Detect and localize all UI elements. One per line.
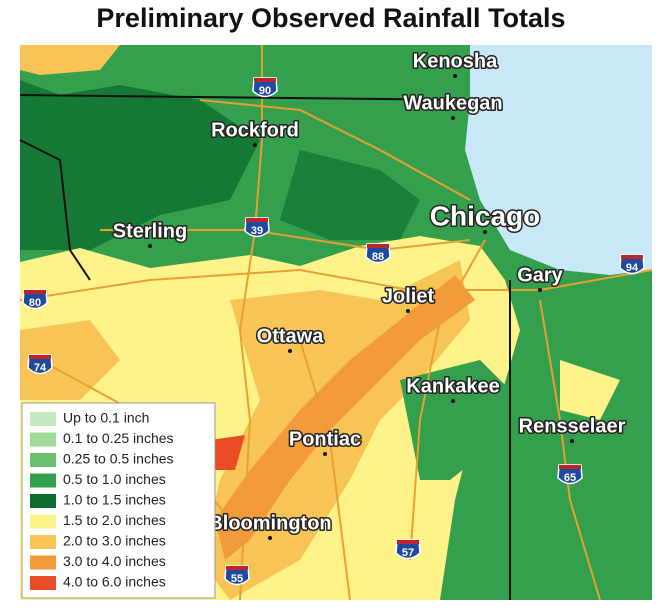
shield-number: 80 <box>29 297 41 309</box>
legend-label: 0.25 to 0.5 inches <box>63 451 174 467</box>
shield-top <box>254 78 276 82</box>
city-label: Kenosha <box>413 50 498 72</box>
city-label: Gary <box>517 264 563 286</box>
shield-top <box>367 244 389 248</box>
shield-number: 39 <box>251 225 263 237</box>
shield-top <box>397 540 419 544</box>
legend-label: 1.0 to 1.5 inches <box>63 492 166 508</box>
city-dot <box>288 349 292 353</box>
legend-swatch <box>30 514 56 529</box>
legend: Up to 0.1 inch 0.1 to 0.25 inches 0.25 to … <box>21 402 216 599</box>
city-dot <box>148 244 152 248</box>
city-dot <box>323 452 327 456</box>
city-dot <box>538 288 542 292</box>
city-dot <box>570 439 574 443</box>
shield-top <box>24 290 46 294</box>
shield-top <box>621 255 643 259</box>
title: Preliminary Observed Rainfall Totals <box>96 3 565 33</box>
city-label: Waukegan <box>403 92 502 114</box>
legend-swatch <box>30 453 56 467</box>
city-dot <box>253 143 257 147</box>
legend-swatch <box>30 432 56 447</box>
shield-body <box>557 464 583 485</box>
legend-label: 1.5 to 2.0 inches <box>63 512 166 528</box>
shield-number: 88 <box>372 251 384 263</box>
shield-number: 94 <box>626 262 639 274</box>
shield-number: 65 <box>564 472 576 484</box>
city-label: Rensselaer <box>519 415 626 437</box>
legend-swatch <box>30 576 56 590</box>
city-dot <box>451 399 455 403</box>
legend-swatch <box>30 555 56 570</box>
city-label: Ottawa <box>257 325 325 347</box>
city-label: Kankakee <box>406 375 499 397</box>
city-dot <box>453 74 457 78</box>
shield-body <box>244 217 270 238</box>
legend-label: 0.1 to 0.25 inches <box>63 430 174 446</box>
city-label: Sterling <box>113 220 187 242</box>
shield-number: 57 <box>402 547 414 559</box>
shield-top <box>246 218 268 222</box>
shield-body <box>252 77 278 98</box>
shield-number: 90 <box>259 85 271 97</box>
legend-label: Up to 0.1 inch <box>63 410 149 426</box>
shield-body <box>22 289 48 310</box>
city-dot <box>406 309 410 313</box>
city-label: Rockford <box>211 119 299 141</box>
legend-label: 3.0 to 4.0 inches <box>63 553 166 569</box>
city-label: Bloomington <box>208 512 331 534</box>
legend-swatch <box>30 535 56 549</box>
shield-body <box>395 539 421 560</box>
shield-body <box>27 354 53 375</box>
city-label: Chicago <box>430 200 540 231</box>
shield-body <box>619 254 645 275</box>
shield-number: 74 <box>34 362 47 374</box>
legend-swatch <box>30 412 56 426</box>
legend-label: 4.0 to 6.0 inches <box>63 574 166 590</box>
legend-swatch <box>30 473 56 488</box>
city-dot <box>483 230 487 234</box>
legend-swatch <box>30 494 56 508</box>
city-dot <box>268 536 272 540</box>
city-label: Pontiac <box>289 428 361 450</box>
city-dot <box>451 116 455 120</box>
shield-body <box>224 565 250 586</box>
shield-number: 55 <box>231 573 243 585</box>
shield-top <box>559 465 581 469</box>
city-labels: Kenosha Waukegan Rockford Chicago Sterling Ga… <box>111 49 627 540</box>
city-label: Joliet <box>382 285 435 307</box>
interstate-shields: 90 39 88 80 94 74 65 57 55 <box>22 77 645 586</box>
shield-top <box>29 355 51 359</box>
shield-top <box>226 566 248 570</box>
legend-label: 2.0 to 3.0 inches <box>63 533 166 549</box>
legend-label: 0.5 to 1.0 inches <box>63 471 166 487</box>
shield-body <box>365 243 391 264</box>
